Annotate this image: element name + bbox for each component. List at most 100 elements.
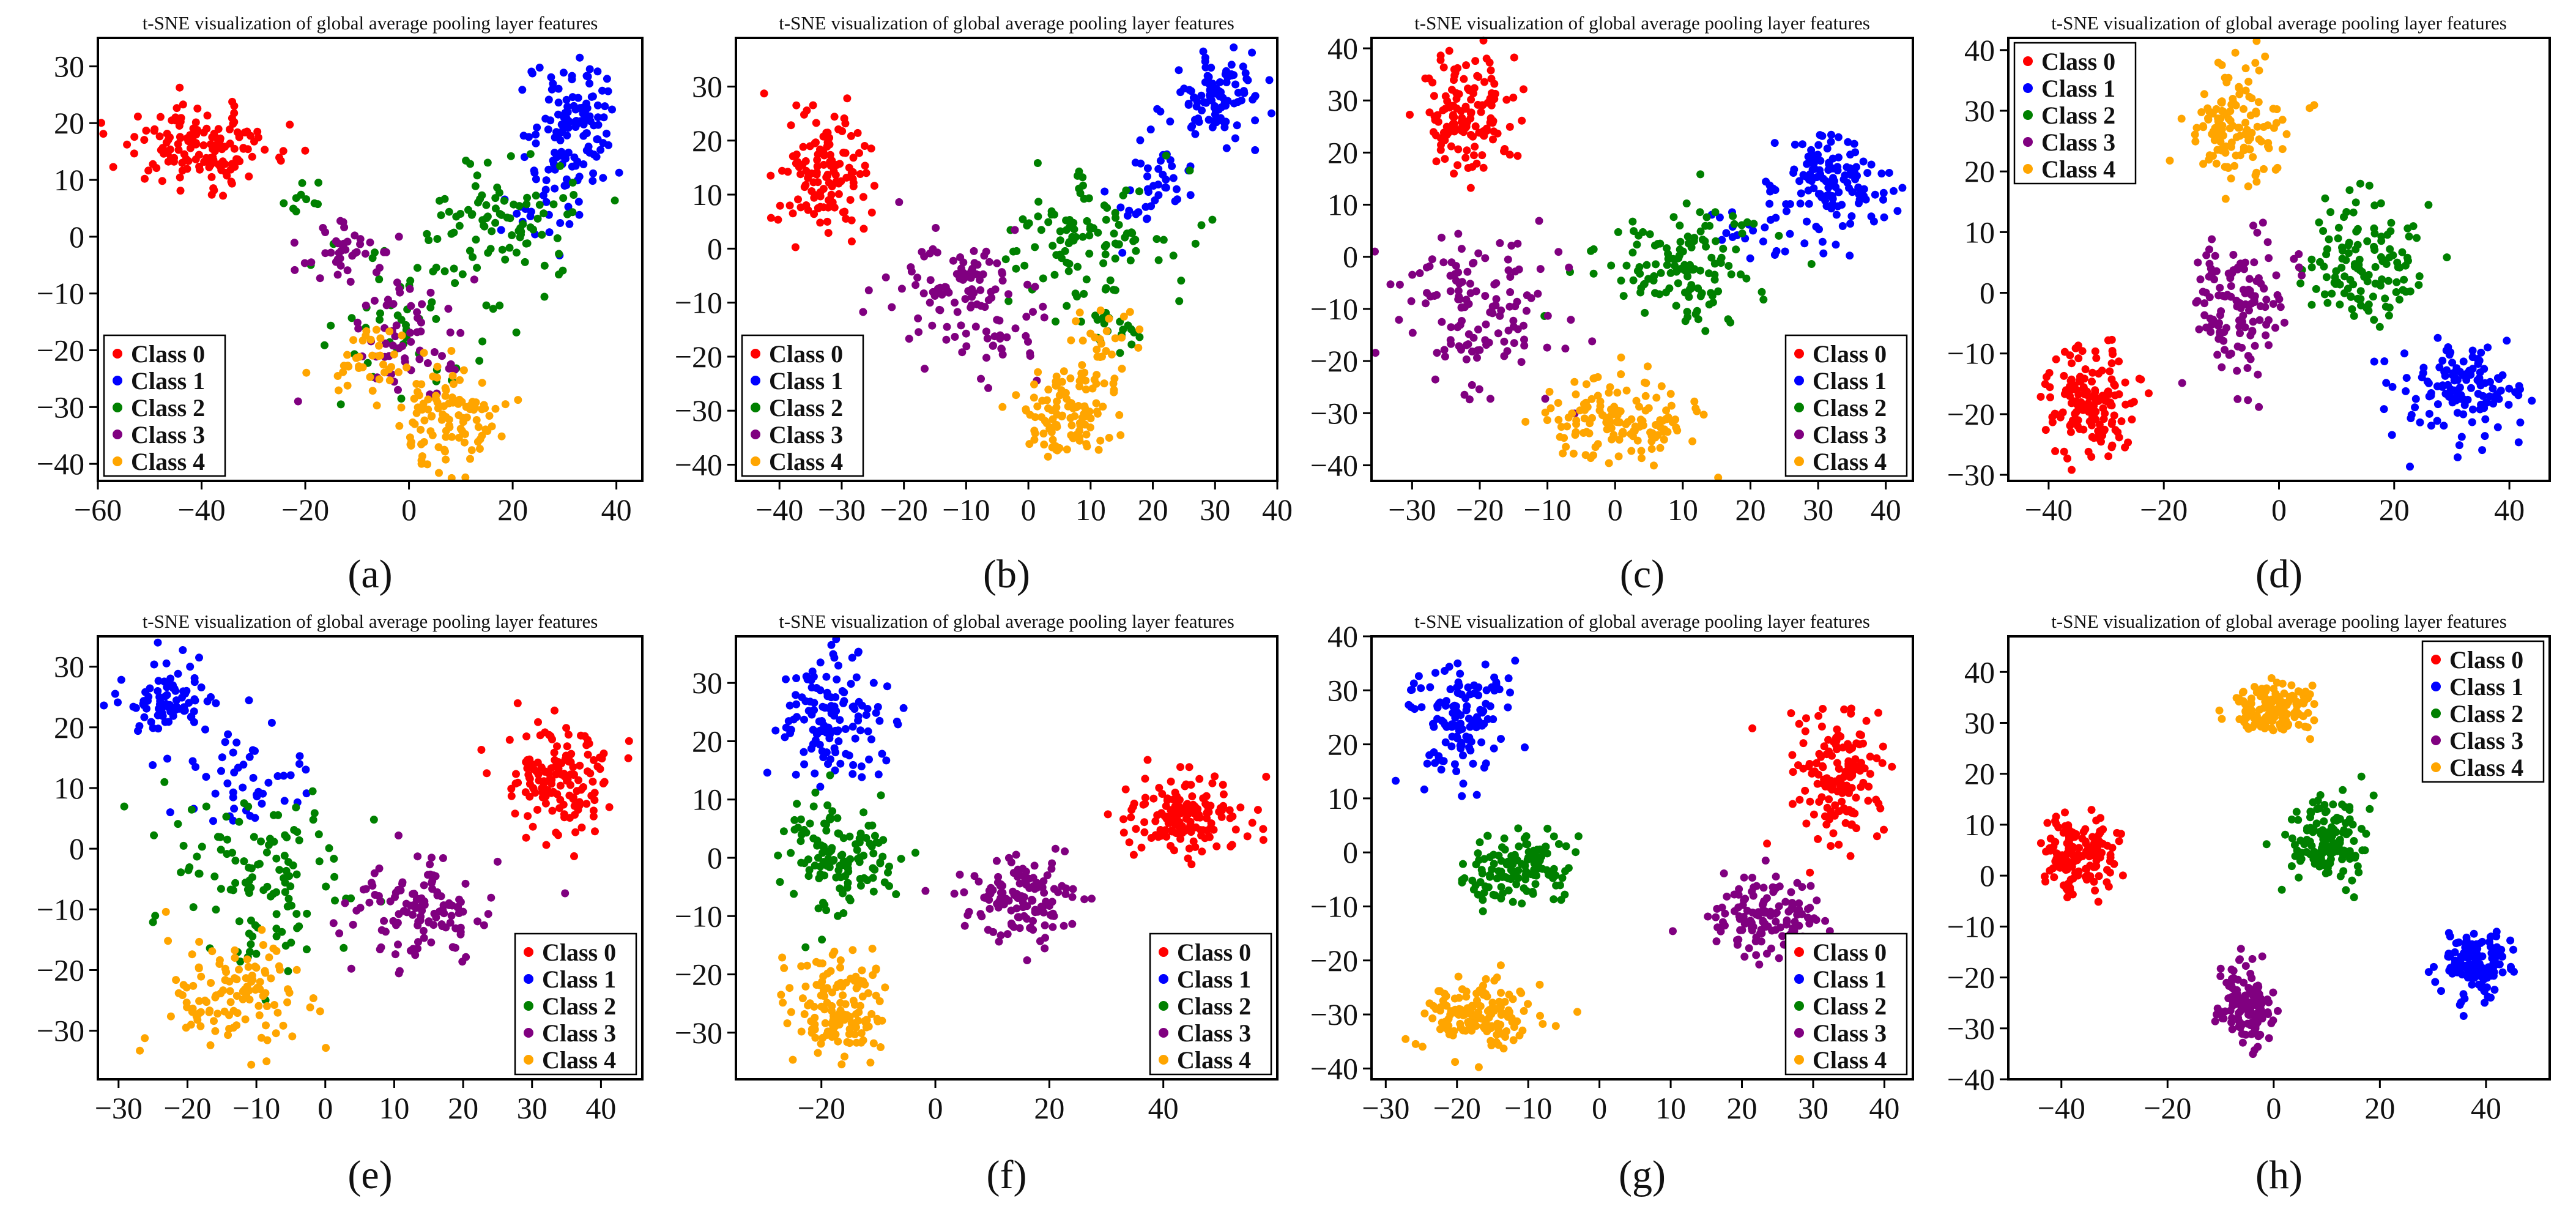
data-point bbox=[1622, 386, 1631, 395]
data-point bbox=[395, 232, 403, 241]
data-point bbox=[1846, 251, 1854, 260]
series-class-4 bbox=[302, 326, 522, 482]
data-point bbox=[598, 754, 606, 763]
data-point bbox=[372, 326, 380, 334]
data-point bbox=[230, 102, 239, 110]
data-point bbox=[455, 221, 464, 230]
data-point bbox=[848, 723, 857, 731]
data-point bbox=[1796, 199, 1805, 208]
data-point bbox=[2310, 101, 2318, 110]
legend-marker bbox=[1794, 430, 1804, 439]
data-point bbox=[1492, 678, 1501, 686]
subfigure-caption: (f) bbox=[987, 1153, 1027, 1197]
data-point bbox=[468, 210, 477, 218]
data-point bbox=[852, 1023, 860, 1032]
data-point bbox=[2211, 251, 2219, 260]
data-point bbox=[2145, 389, 2153, 398]
data-point bbox=[251, 814, 259, 822]
data-point bbox=[1532, 871, 1540, 880]
data-point bbox=[1135, 325, 1144, 333]
data-point bbox=[415, 355, 424, 363]
data-point bbox=[577, 824, 586, 831]
data-point bbox=[1514, 824, 1523, 833]
data-point bbox=[585, 80, 594, 87]
data-point bbox=[1718, 236, 1726, 244]
data-point bbox=[1158, 790, 1167, 798]
data-point bbox=[2388, 431, 2396, 439]
data-point bbox=[989, 341, 997, 350]
data-point bbox=[1452, 702, 1460, 710]
data-point bbox=[1181, 782, 1189, 790]
data-point bbox=[100, 701, 108, 710]
data-point bbox=[231, 946, 239, 954]
data-point bbox=[1814, 151, 1822, 159]
data-point bbox=[1469, 259, 1477, 268]
data-point bbox=[2425, 409, 2433, 418]
data-point bbox=[1509, 316, 1518, 325]
data-point bbox=[1034, 198, 1043, 206]
data-point bbox=[1082, 376, 1090, 385]
data-point bbox=[874, 1017, 882, 1025]
data-point bbox=[1058, 412, 1066, 421]
data-point bbox=[2248, 94, 2256, 103]
data-point bbox=[486, 245, 495, 253]
data-point bbox=[189, 140, 198, 149]
data-point bbox=[1186, 820, 1195, 828]
data-point bbox=[245, 753, 254, 761]
data-point bbox=[1457, 346, 1465, 354]
legend-entry: Class 0 bbox=[1177, 939, 1251, 966]
legend-marker bbox=[2023, 164, 2033, 174]
data-point bbox=[1222, 67, 1230, 75]
data-point bbox=[1464, 330, 1473, 338]
data-point bbox=[943, 322, 951, 331]
data-point bbox=[1193, 805, 1202, 813]
data-point bbox=[280, 199, 288, 207]
data-point bbox=[2191, 137, 2200, 146]
data-point bbox=[960, 888, 968, 896]
y-tick-label: −20 bbox=[675, 958, 722, 992]
data-point bbox=[493, 184, 502, 192]
data-point bbox=[330, 872, 339, 881]
data-point bbox=[1752, 933, 1761, 942]
data-point bbox=[825, 726, 834, 734]
data-point bbox=[1477, 866, 1486, 874]
data-point bbox=[462, 413, 471, 422]
data-point bbox=[2328, 289, 2336, 298]
data-point bbox=[1840, 705, 1849, 713]
data-point bbox=[367, 879, 376, 887]
data-point bbox=[1664, 413, 1672, 422]
data-point bbox=[391, 332, 399, 341]
data-point bbox=[1407, 297, 1416, 305]
data-point bbox=[800, 748, 808, 756]
data-point bbox=[166, 707, 175, 716]
series-class-0 bbox=[1406, 36, 1527, 192]
data-point bbox=[813, 155, 822, 164]
data-point bbox=[409, 418, 417, 426]
data-point bbox=[2235, 124, 2244, 132]
data-point bbox=[821, 1019, 830, 1027]
data-point bbox=[1449, 111, 1457, 119]
data-point bbox=[1127, 340, 1136, 349]
data-point bbox=[442, 412, 450, 421]
data-point bbox=[1212, 842, 1221, 850]
data-point bbox=[1494, 329, 1502, 338]
data-point bbox=[270, 1001, 278, 1009]
data-point bbox=[1710, 275, 1719, 284]
data-point bbox=[992, 857, 1001, 865]
data-point bbox=[2045, 369, 2054, 377]
data-point bbox=[611, 196, 619, 205]
data-point bbox=[1486, 94, 1494, 103]
data-point bbox=[1502, 95, 1511, 104]
data-point bbox=[575, 800, 583, 808]
data-point bbox=[993, 259, 1001, 267]
data-point bbox=[2344, 285, 2352, 293]
data-point bbox=[777, 991, 785, 999]
data-point bbox=[2052, 355, 2060, 363]
data-point bbox=[235, 133, 243, 141]
x-tick-label: 10 bbox=[1668, 493, 1698, 527]
x-tick-label: −30 bbox=[1388, 493, 1436, 527]
data-point bbox=[1052, 318, 1060, 326]
data-point bbox=[198, 843, 206, 851]
data-point bbox=[190, 707, 198, 716]
